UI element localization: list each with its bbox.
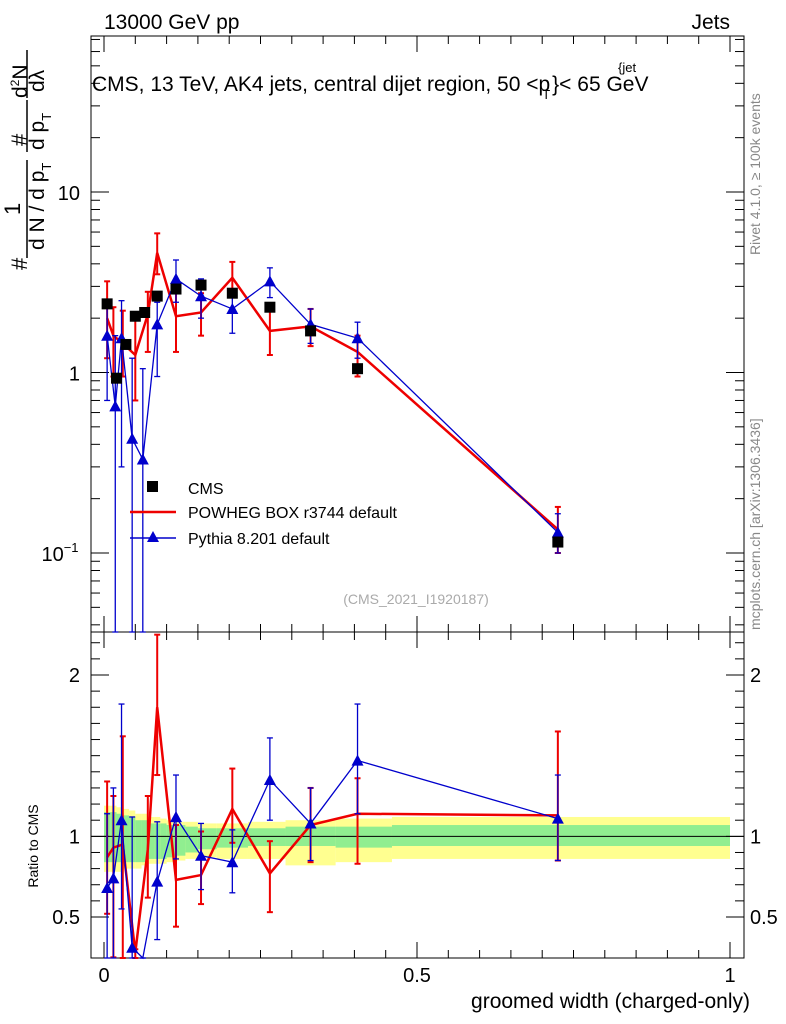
x-tick-label: 1 xyxy=(724,965,735,987)
ratio-marker-pythia xyxy=(195,849,208,861)
band-stat-bin xyxy=(141,820,148,863)
y-tick-label-ratio-right: 1 xyxy=(750,826,761,848)
y-tick-label-main: 1 xyxy=(69,364,80,386)
marker-pythia xyxy=(195,290,208,302)
band-stat-bin xyxy=(197,828,217,850)
y-tick-label-ratio: 1 xyxy=(69,826,80,848)
marker-pythia xyxy=(126,432,139,444)
y-label-right-den: dλ xyxy=(26,69,49,92)
header-right: Jets xyxy=(691,11,730,34)
band-stat-bin xyxy=(391,825,730,847)
axes: 0 0.5 1 10−1 1 10 0.5 0.5 1 1 2 2 xyxy=(41,35,778,987)
ratio-marker-pythia xyxy=(151,875,164,887)
y-label-hash2: # xyxy=(7,133,32,146)
marker-cms xyxy=(129,310,141,322)
marker-pythia xyxy=(109,400,122,412)
y-tick-label-main: 10 xyxy=(58,183,80,205)
marker-pythia xyxy=(351,332,364,344)
y-tick-label-exponent: −1 xyxy=(64,540,79,555)
marker-cms xyxy=(264,301,276,313)
marker-cms xyxy=(226,287,238,299)
legend-label-pythia: Pythia 8.201 default xyxy=(188,531,330,548)
watermark: (CMS_2021_I1920187) xyxy=(343,591,489,607)
marker-cms xyxy=(101,298,113,310)
y-label-right-sub: T xyxy=(39,113,54,121)
y-axis-label: # 1 d N / d pT # d pT d2N dλ xyxy=(0,50,54,270)
band-stat-bin xyxy=(166,825,173,858)
svg-text:CMS, 13 TeV, AK4 jets, central: CMS, 13 TeV, AK4 jets, central dijet reg… xyxy=(92,73,648,102)
ratio-marker-pythia xyxy=(351,754,364,766)
marker-pythia xyxy=(101,329,114,341)
y-label-frac-den: d N / d p xyxy=(26,171,49,250)
x-axis-label: groomed width (charged-only) xyxy=(471,990,750,1013)
ratio-marker-pythia xyxy=(101,881,114,894)
marker-pythia xyxy=(169,272,182,285)
y-label-hash: # xyxy=(7,257,32,270)
chart-title: CMS, 13 TeV, AK4 jets, central dijet reg… xyxy=(92,60,648,102)
x-tick-label: 0 xyxy=(98,965,109,987)
header-left: 13000 GeV pp xyxy=(104,11,239,34)
band-stat-bin xyxy=(147,823,155,859)
marker-cms xyxy=(120,338,132,350)
band-stat-bin xyxy=(135,820,142,863)
ratio-marker-pythia xyxy=(304,817,317,829)
marker-pythia xyxy=(136,453,149,465)
legend-marker-cms xyxy=(147,481,158,492)
svg-text:d pT: d pT xyxy=(26,113,54,150)
y-label-num-sup: 2 xyxy=(8,79,22,86)
x-tick-label: 0.5 xyxy=(403,965,431,987)
ratio-frame xyxy=(90,631,745,959)
chart-title-main: CMS, 13 TeV, AK4 jets, central dijet reg… xyxy=(92,73,550,96)
ratio-marker-pythia xyxy=(107,872,120,884)
ratio-marker-pythia xyxy=(169,810,182,823)
band-stat-bin xyxy=(122,815,130,863)
ratio-marker-pythia xyxy=(115,814,128,826)
marker-pythia xyxy=(551,526,564,538)
y-label-one: 1 xyxy=(0,203,25,215)
side-label-top: Rivet 4.1.0, ≥ 100k events xyxy=(747,93,763,255)
chart-title-sup: {jet xyxy=(618,60,636,75)
chart-title-sub: T xyxy=(542,87,550,102)
y-tick-label-ratio-right: 2 xyxy=(750,665,761,687)
marker-cms xyxy=(352,363,364,375)
y-label-num: d xyxy=(9,86,32,98)
ratio-y-label: Ratio to CMS xyxy=(25,804,41,887)
ratio-marker-pythia xyxy=(126,941,139,953)
ratio-marker-pythia xyxy=(226,856,239,868)
y-tick-label-ratio: 0.5 xyxy=(52,907,80,929)
y-tick-label-ratio-right: 0.5 xyxy=(750,907,778,929)
band-stat-bin xyxy=(247,828,286,847)
chart-title-tail: }< 65 GeV xyxy=(552,73,648,96)
legend-label-powheg: POWHEG BOX r3744 default xyxy=(188,505,398,522)
y-tick-label-main: 10−1 xyxy=(41,540,78,566)
side-label-bottom: mcplots.cern.ch [arXiv:1306.3436] xyxy=(747,418,763,630)
marker-cms xyxy=(552,536,564,548)
marker-layer xyxy=(101,272,564,953)
legend-label-cms: CMS xyxy=(188,481,224,498)
marker-cms xyxy=(111,372,123,384)
marker-cms xyxy=(151,290,163,302)
ratio-marker-pythia xyxy=(263,773,276,785)
marker-cms xyxy=(305,325,317,337)
band-stat-bin xyxy=(335,826,392,848)
ratio-marker-pythia xyxy=(551,812,564,824)
marker-pythia xyxy=(151,318,164,330)
y-tick-label-ratio: 2 xyxy=(69,665,80,687)
uncertainty-band xyxy=(91,805,744,872)
marker-cms xyxy=(195,279,207,291)
legend: CMS POWHEG BOX r3744 default Pythia 8.20… xyxy=(130,481,398,548)
band-stat-bin xyxy=(160,823,167,859)
marker-pythia xyxy=(226,302,239,315)
marker-pythia xyxy=(263,275,276,287)
y-label-frac-den-sub: T xyxy=(39,163,54,171)
marker-cms xyxy=(139,306,151,318)
y-label-right: d p xyxy=(26,121,49,150)
legend-marker-pythia xyxy=(147,531,159,542)
marker-cms xyxy=(170,283,182,295)
series-line-pythia xyxy=(106,277,559,533)
svg-text:d N / d pT: d N / d pT xyxy=(26,163,54,250)
